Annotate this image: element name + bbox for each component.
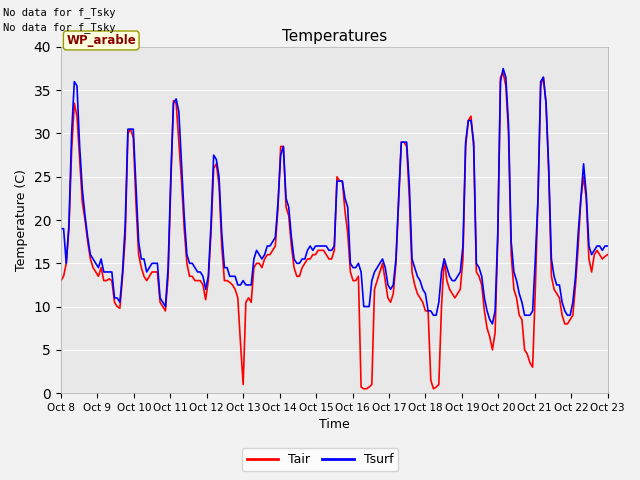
Text: WP_arable: WP_arable bbox=[67, 34, 136, 47]
Line: Tsurf: Tsurf bbox=[61, 69, 608, 324]
Tair bbox=[392, 261, 400, 266]
Y-axis label: Temperature (C): Temperature (C) bbox=[15, 169, 28, 271]
Tsurf bbox=[488, 321, 496, 327]
Tsurf bbox=[561, 308, 569, 314]
Tsurf bbox=[127, 126, 134, 132]
Title: Temperatures: Temperatures bbox=[282, 29, 387, 44]
Tair bbox=[57, 278, 65, 284]
Tair bbox=[403, 144, 410, 149]
Tair bbox=[604, 252, 612, 258]
Line: Tair: Tair bbox=[61, 73, 608, 389]
Legend: Tair, Tsurf: Tair, Tsurf bbox=[242, 448, 398, 471]
Tsurf bbox=[389, 282, 397, 288]
Tair bbox=[429, 386, 437, 392]
Tair bbox=[561, 321, 569, 327]
Tsurf bbox=[400, 139, 408, 145]
Text: No data for f_Tsky: No data for f_Tsky bbox=[3, 7, 116, 18]
Tsurf bbox=[427, 308, 435, 314]
Tair bbox=[127, 126, 134, 132]
X-axis label: Time: Time bbox=[319, 419, 349, 432]
Tsurf bbox=[499, 66, 507, 72]
Tsurf bbox=[357, 269, 365, 275]
Tair bbox=[499, 70, 507, 76]
Tair bbox=[360, 386, 367, 392]
Text: No data for f_Tsky: No data for f_Tsky bbox=[3, 22, 116, 33]
Tsurf bbox=[604, 243, 612, 249]
Tsurf bbox=[57, 226, 65, 231]
Tair bbox=[357, 384, 365, 390]
